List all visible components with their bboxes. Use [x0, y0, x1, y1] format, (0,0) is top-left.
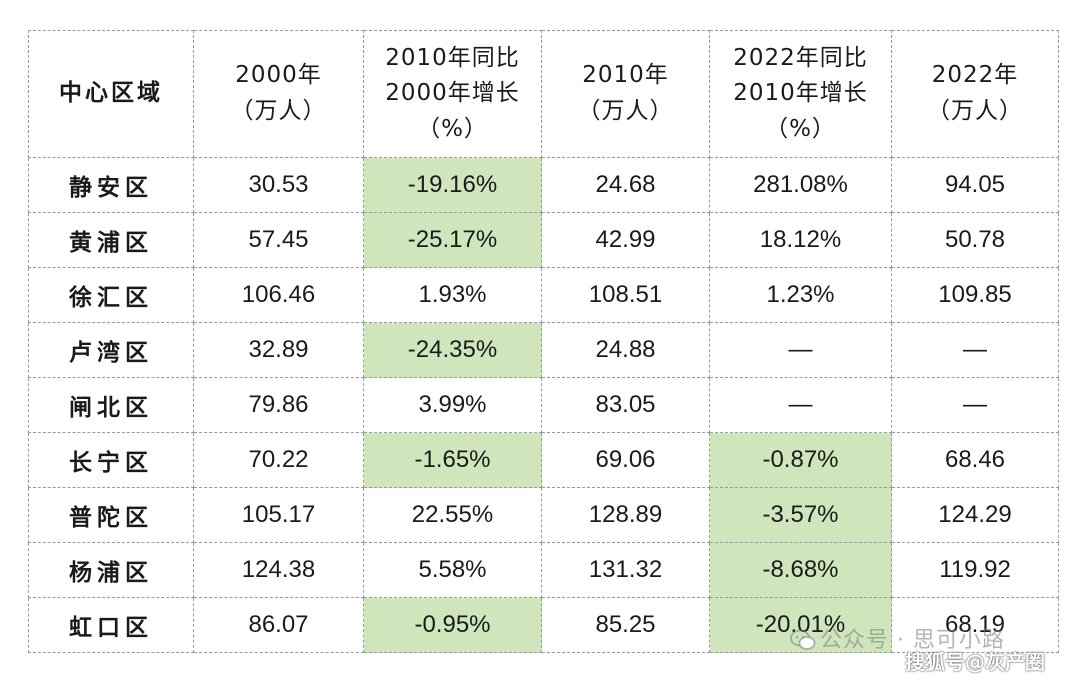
district-cell: 虹口区 [28, 597, 194, 653]
header-growth2010-line1: 2010年同比 [385, 44, 520, 71]
district-cell: 徐汇区 [28, 267, 194, 323]
header-pop2000-line2: （万人） [230, 98, 327, 124]
wechat-watermark-text: 公众号 · 思可小路 [820, 628, 1005, 653]
pop2010-cell: 108.51 [541, 267, 710, 323]
pop2022-cell: 50.78 [891, 212, 1059, 268]
header-pop2022: 2022年 （万人） [891, 30, 1059, 158]
header-growth2010-line2: 2000年增长 [385, 80, 520, 107]
pop2022-cell: — [891, 322, 1059, 378]
growth2010-cell: 3.99% [363, 377, 542, 433]
growth2010-cell: -1.65% [363, 432, 542, 488]
pop2000-cell: 106.46 [193, 267, 364, 323]
header-district: 中心区域 [28, 30, 194, 158]
pop2010-cell: 42.99 [541, 212, 710, 268]
pop2010-cell: 24.88 [541, 322, 710, 378]
header-pop2000: 2000年 （万人） [193, 30, 364, 158]
district-cell: 长宁区 [28, 432, 194, 488]
pop2022-cell: — [891, 377, 1059, 433]
pop2022-cell: 124.29 [891, 487, 1059, 543]
growth2022-cell: -3.57% [709, 487, 892, 543]
pop2010-cell: 24.68 [541, 157, 710, 213]
population-table-container: 中心区域 2000年 （万人） 2010年同比 2000年增长 （%） 2010… [28, 30, 1059, 653]
growth2022-cell: — [709, 377, 892, 433]
growth2010-cell: -19.16% [363, 157, 542, 213]
table-row: 黄浦区 57.45 -25.17% 42.99 18.12% 50.78 [28, 212, 1059, 268]
pop2022-cell: 68.19 [891, 597, 1059, 653]
table-row: 普陀区 105.17 22.55% 128.89 -3.57% 124.29 [28, 487, 1059, 543]
growth2010-cell: 22.55% [363, 487, 542, 543]
district-cell: 杨浦区 [28, 542, 194, 598]
header-district-line: 中心区域 [59, 80, 163, 107]
district-cell: 闸北区 [28, 377, 194, 433]
header-pop2010-line2: （万人） [577, 98, 674, 124]
growth2022-cell: 18.12% [709, 212, 892, 268]
pop2000-cell: 70.22 [193, 432, 364, 488]
pop2010-cell: 128.89 [541, 487, 710, 543]
pop2022-cell: 109.85 [891, 267, 1059, 323]
header-pop2022-line1: 2022年 [931, 62, 1019, 89]
pop2022-cell: 68.46 [891, 432, 1059, 488]
pop2000-cell: 124.38 [193, 542, 364, 598]
pop2000-cell: 57.45 [193, 212, 364, 268]
header-growth2010: 2010年同比 2000年增长 （%） [363, 30, 542, 158]
table-row: 杨浦区 124.38 5.58% 131.32 -8.68% 119.92 [28, 542, 1059, 598]
growth2010-cell: -0.95% [363, 597, 542, 653]
population-table: 中心区域 2000年 （万人） 2010年同比 2000年增长 （%） 2010… [28, 30, 1059, 653]
pop2022-cell: 119.92 [891, 542, 1059, 598]
growth2022-cell: -8.68% [709, 542, 892, 598]
header-growth2022-line2: 2010年增长 [733, 80, 868, 107]
pop2010-cell: 85.25 [541, 597, 710, 653]
district-cell: 卢湾区 [28, 322, 194, 378]
growth2022-cell: -20.01% [709, 597, 892, 653]
wechat-icon [790, 629, 816, 651]
table-row: 虹口区 86.07 -0.95% 85.25 -20.01% 68.19 [28, 597, 1059, 653]
growth2010-cell: -25.17% [363, 212, 542, 268]
growth2022-cell: 281.08% [709, 157, 892, 213]
table-row: 闸北区 79.86 3.99% 83.05 — — [28, 377, 1059, 433]
header-pop2010: 2010年 （万人） [541, 30, 710, 158]
district-cell: 静安区 [28, 157, 194, 213]
header-growth2022: 2022年同比 2010年增长 （%） [709, 30, 892, 158]
pop2010-cell: 131.32 [541, 542, 710, 598]
sohu-watermark: 搜狐号@灰产圈 [905, 650, 1045, 674]
header-pop2000-line1: 2000年 [235, 62, 322, 89]
header-pop2010-line1: 2010年 [582, 62, 669, 89]
growth2010-cell: 1.93% [363, 267, 542, 323]
pop2000-cell: 86.07 [193, 597, 364, 653]
pop2010-cell: 69.06 [541, 432, 710, 488]
growth2010-cell: 5.58% [363, 542, 542, 598]
district-cell: 普陀区 [28, 487, 194, 543]
header-growth2022-line3: （%） [765, 115, 836, 142]
pop2000-cell: 79.86 [193, 377, 364, 433]
header-growth2010-line3: （%） [417, 115, 488, 142]
header-row: 中心区域 2000年 （万人） 2010年同比 2000年增长 （%） 2010… [28, 30, 1059, 158]
pop2000-cell: 105.17 [193, 487, 364, 543]
pop2000-cell: 30.53 [193, 157, 364, 213]
growth2022-cell: -0.87% [709, 432, 892, 488]
growth2010-cell: -24.35% [363, 322, 542, 378]
growth2022-cell: — [709, 322, 892, 378]
growth2022-cell: 1.23% [709, 267, 892, 323]
table-row: 徐汇区 106.46 1.93% 108.51 1.23% 109.85 [28, 267, 1059, 323]
header-pop2022-line2: （万人） [927, 98, 1023, 124]
header-growth2022-line1: 2022年同比 [733, 44, 868, 71]
pop2022-cell: 94.05 [891, 157, 1059, 213]
pop2000-cell: 32.89 [193, 322, 364, 378]
pop2010-cell: 83.05 [541, 377, 710, 433]
wechat-watermark: 公众号 · 思可小路 [790, 622, 1005, 654]
table-row: 卢湾区 32.89 -24.35% 24.88 — — [28, 322, 1059, 378]
table-row: 长宁区 70.22 -1.65% 69.06 -0.87% 68.46 [28, 432, 1059, 488]
district-cell: 黄浦区 [28, 212, 194, 268]
table-row: 静安区 30.53 -19.16% 24.68 281.08% 94.05 [28, 157, 1059, 213]
